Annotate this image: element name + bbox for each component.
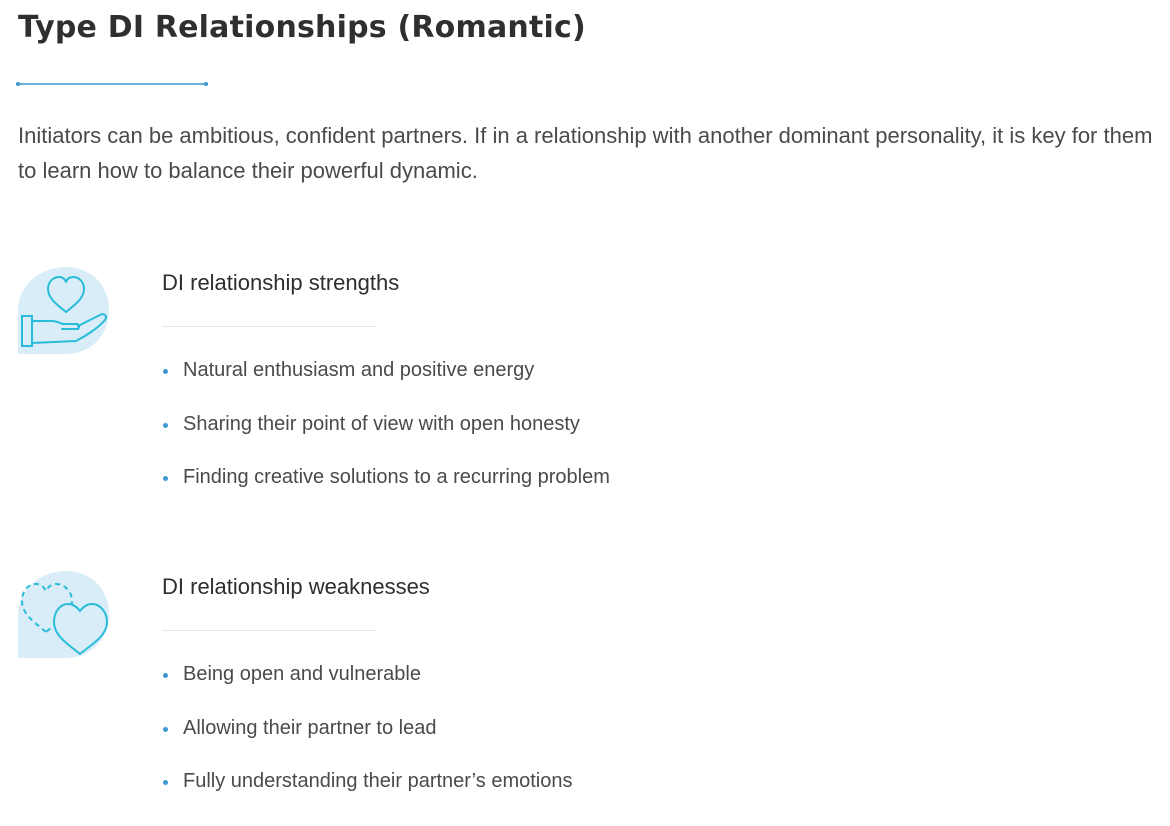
- list-item-text: Fully understanding their partner’s emot…: [183, 770, 573, 792]
- list-item: Finding creative solutions to a recurrin…: [162, 463, 610, 517]
- bullet-icon: [163, 476, 168, 481]
- list-item: Sharing their point of view with open ho…: [162, 410, 610, 464]
- list-item-text: Natural enthusiasm and positive energy: [183, 359, 535, 381]
- bullet-icon: [163, 422, 168, 428]
- list-item-text: Sharing their point of view with open ho…: [183, 412, 580, 435]
- bullet-icon: [163, 369, 168, 374]
- list-item-text: Finding creative solutions to a recurrin…: [183, 466, 610, 488]
- list-item-text: Allowing their partner to lead: [183, 716, 437, 739]
- weaknesses-title: DI relationship weaknesses: [162, 574, 430, 599]
- list-item: Allowing their partner to lead: [162, 714, 572, 768]
- title-underline: [16, 82, 208, 86]
- list-item: Natural enthusiasm and positive energy: [162, 356, 610, 410]
- strengths-title: DI relationship strengths: [162, 270, 400, 295]
- list-item: Being open and vulnerable: [162, 660, 572, 714]
- heart-in-hand-icon: [18, 267, 109, 354]
- weaknesses-list: Being open and vulnerable Allowing their…: [162, 660, 572, 821]
- strengths-list: Natural enthusiasm and positive energy S…: [162, 356, 610, 517]
- page-title: Type DI Relationships (Romantic): [18, 10, 586, 45]
- strengths-divider: [162, 326, 376, 327]
- bullet-icon: [163, 673, 168, 678]
- intro-paragraph: Initiators can be ambitious, confident p…: [18, 123, 1153, 183]
- list-item: Fully understanding their partner’s emot…: [162, 767, 572, 821]
- list-item-text: Being open and vulnerable: [183, 663, 421, 685]
- weaknesses-divider: [162, 630, 376, 631]
- overlapping-hearts-icon: [18, 571, 109, 658]
- bullet-icon: [163, 780, 168, 785]
- bullet-icon: [163, 726, 168, 732]
